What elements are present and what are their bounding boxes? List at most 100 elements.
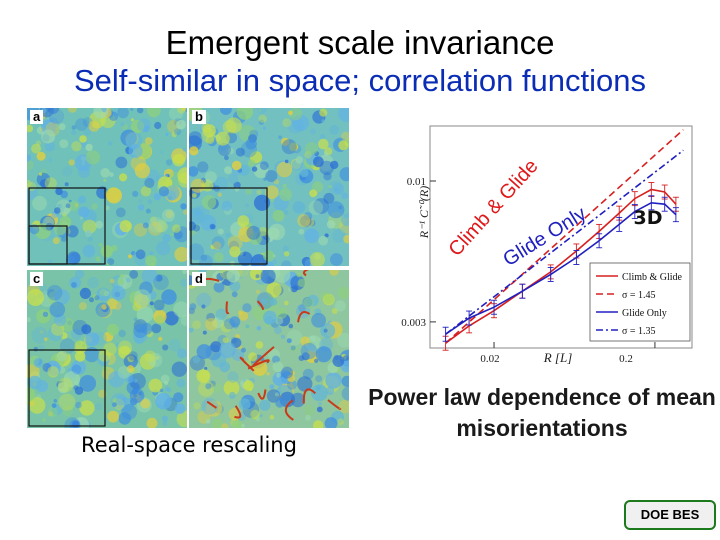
map-texture-blob [27, 185, 38, 201]
map-texture-blob [189, 131, 203, 146]
map-texture-blob [48, 259, 53, 264]
map-texture-blob [256, 325, 262, 331]
map-boundary-line [234, 405, 242, 419]
correlation-plot: 0.01 0.003 0.02 0.2 R [L] R⁻¹ C˜⁰(R) Cli… [401, 125, 693, 365]
map-texture-blob [256, 189, 262, 195]
map-texture-blob [146, 417, 158, 428]
map-texture-blob [106, 187, 122, 204]
x-tick-label-1: 0.2 [619, 353, 633, 365]
map-texture-blob [229, 280, 241, 292]
map-texture-blob [259, 414, 263, 418]
map-texture-blob [107, 258, 115, 266]
map-texture-blob [72, 319, 88, 336]
map-texture-blob [153, 193, 161, 201]
map-texture-blob [160, 374, 170, 384]
map-texture-blob [181, 108, 186, 111]
map-texture-blob [55, 187, 63, 196]
map-texture-blob [323, 293, 335, 306]
map-texture-blob [329, 124, 340, 135]
map-texture-blob [47, 326, 63, 342]
map-texture-blob [292, 144, 299, 150]
map-texture-blob [44, 141, 55, 152]
map-texture-blob [136, 306, 154, 323]
map-texture-blob [174, 403, 186, 414]
map-boundary-line [327, 399, 342, 410]
map-texture-blob [82, 244, 96, 258]
map-texture-blob [31, 143, 42, 154]
map-texture-blob [223, 380, 240, 396]
map-texture-blob [71, 359, 87, 375]
map-texture-blob [305, 414, 311, 421]
map-texture-blob [273, 179, 280, 185]
map-texture-blob [326, 220, 336, 229]
map-texture-blob [71, 130, 77, 136]
map-texture-blob [74, 386, 84, 395]
map-texture-blob [300, 169, 309, 178]
map-texture-blob [337, 418, 344, 425]
map-texture-blob [196, 344, 212, 360]
map-texture-blob [266, 282, 282, 298]
map-boundary-line [302, 388, 316, 404]
map-texture-blob [64, 182, 69, 187]
map-texture-blob [263, 250, 275, 262]
map-texture-blob [318, 138, 329, 150]
map-texture-blob [117, 365, 131, 379]
map-texture-blob [290, 345, 296, 351]
map-texture-blob [249, 129, 259, 139]
map-texture-blob [253, 163, 269, 179]
map-texture-blob [148, 378, 163, 393]
map-texture-blob [289, 108, 303, 121]
map-texture-blob [176, 348, 187, 359]
map-texture-blob [73, 380, 79, 385]
map-texture-blob [272, 361, 284, 373]
map-texture-blob [154, 219, 167, 233]
map-texture-blob [304, 212, 313, 221]
map-texture-blob [62, 405, 74, 417]
map-texture-blob [319, 134, 326, 140]
map-texture-blob [57, 203, 62, 209]
map-texture-blob [211, 236, 225, 250]
map-texture-blob [205, 419, 211, 424]
map-texture-blob [309, 336, 316, 343]
map-texture-blob [258, 114, 267, 123]
map-texture-blob [126, 365, 135, 373]
map-texture-blob [220, 108, 232, 115]
map-texture-blob [197, 161, 209, 173]
map-texture-blob [325, 372, 342, 389]
map-texture-blob [309, 189, 317, 198]
map-texture-blob [95, 256, 101, 262]
map-texture-blob [66, 225, 79, 238]
map-texture-blob [145, 255, 157, 266]
map-texture-blob [182, 147, 187, 152]
map-texture-blob [300, 215, 312, 227]
map-texture-blob [279, 188, 292, 201]
map-texture-blob [129, 291, 143, 305]
map-texture-blob [229, 260, 235, 266]
map-texture-blob [48, 411, 54, 417]
overlay-dimension: 3D [634, 207, 663, 229]
y-axis-label: R⁻¹ C˜⁰(R) [417, 186, 431, 239]
slide-subtitle: Self-similar in space; correlation funct… [73, 63, 647, 98]
map-panel-c: c [27, 270, 187, 428]
legend-label-2: Glide Only [622, 308, 667, 319]
map-texture-blob [129, 397, 138, 406]
map-texture-blob [328, 181, 343, 195]
map-texture-blob [27, 159, 34, 171]
map-texture-blob [201, 195, 217, 210]
map-texture-blob [78, 195, 86, 204]
map-texture-blob [117, 340, 132, 355]
map-texture-blob [127, 254, 133, 259]
map-texture-blob [258, 108, 262, 112]
map-texture-blob [215, 131, 230, 146]
map-texture-blob [33, 346, 39, 352]
map-texture-blob [71, 282, 77, 288]
map-boundary-line [225, 301, 230, 315]
map-texture-blob [265, 185, 279, 199]
map-texture-blob [290, 392, 306, 408]
map-texture-blob [141, 270, 158, 284]
map-texture-blob [32, 195, 47, 211]
map-texture-blob [228, 173, 239, 184]
map-texture-blob [79, 216, 83, 220]
map-texture-blob [154, 315, 165, 325]
map-texture-blob [27, 124, 34, 133]
